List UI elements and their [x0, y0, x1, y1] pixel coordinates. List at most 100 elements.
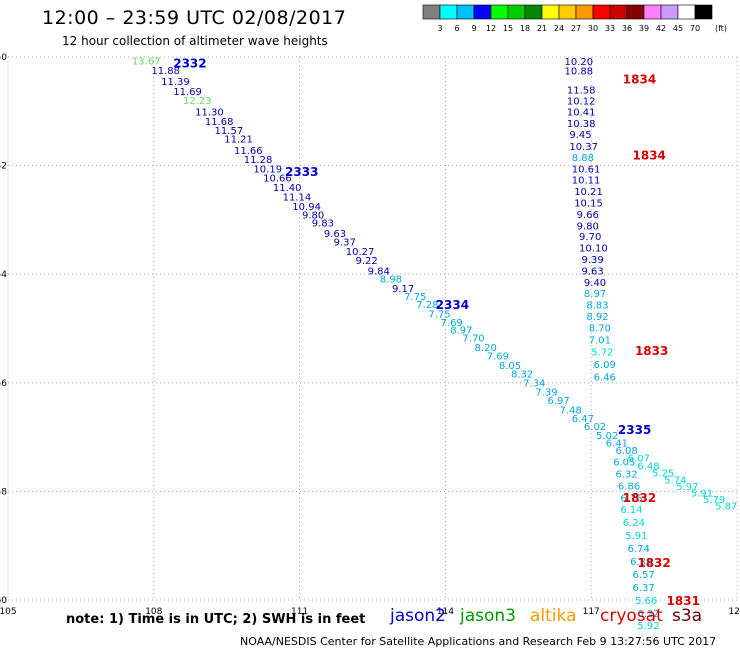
- wave-height-point: 11.14: [283, 193, 312, 204]
- satellite-legend-jason3: jason3: [460, 606, 516, 626]
- wave-height-point: 5.02: [596, 431, 618, 442]
- color-scale-label: 39: [639, 24, 649, 33]
- wave-height-point: 13.67: [132, 56, 161, 67]
- wave-height-point: 9.70: [579, 232, 601, 243]
- color-scale-swatch: [660, 4, 679, 20]
- color-scale-label: 30: [588, 24, 598, 33]
- wave-height-point: 6.41: [606, 439, 628, 450]
- satellite-legend-s3a: s3a: [672, 606, 703, 626]
- wave-height-point: 9.37: [334, 238, 356, 249]
- color-scale-swatch: [609, 4, 628, 20]
- wave-height-point: 6.08: [616, 446, 638, 457]
- color-scale-label: 15: [503, 24, 513, 33]
- wave-height-point: 7.75: [428, 309, 450, 320]
- x-tick-label: 108: [145, 607, 162, 617]
- wave-height-point: 10.38: [567, 119, 596, 130]
- wave-height-point: 6.46: [594, 372, 616, 383]
- wave-height-point: 10.11: [572, 176, 601, 187]
- color-scale-swatch: [490, 4, 509, 20]
- color-scale-swatch: [592, 4, 611, 20]
- wave-height-point: 11.66: [234, 146, 263, 157]
- wave-height-point: 9.84: [368, 266, 390, 277]
- wave-height-point: 5.92: [637, 621, 659, 632]
- wave-height-point: 10.19: [253, 164, 282, 175]
- color-scale-swatch: [422, 4, 441, 20]
- pass-number-label: 1832: [623, 491, 656, 505]
- wave-height-point: 9.66: [577, 210, 599, 221]
- pass-number-label: 1834: [623, 73, 656, 87]
- color-scale-label: 18: [520, 24, 530, 33]
- wave-height-point: 10.66: [263, 174, 292, 185]
- wave-height-point: 8.92: [586, 312, 608, 323]
- color-scale-label: 36: [622, 24, 632, 33]
- wave-height-point: 7.39: [535, 387, 557, 398]
- wave-height-point: 8.05: [499, 361, 521, 372]
- wave-height-point: 6.09: [594, 360, 616, 371]
- color-scale-label: 42: [656, 24, 666, 33]
- color-scale-label: 45: [673, 24, 683, 33]
- wave-height-point: 11.28: [244, 155, 273, 166]
- y-tick-label: -58: [0, 487, 7, 497]
- wave-height-point: 5.91: [691, 488, 713, 499]
- satellite-legend-altika: altika: [530, 606, 577, 626]
- wave-height-point: 10.94: [292, 202, 321, 213]
- wave-height-point: 8.97: [584, 289, 606, 300]
- pass-number-label: 2334: [436, 298, 469, 312]
- wave-height-point: 9.22: [355, 256, 377, 267]
- wave-height-point: 7.34: [523, 378, 545, 389]
- wave-height-point: 8.88: [572, 153, 594, 164]
- color-scale-swatch: [575, 4, 594, 20]
- color-scale-swatch: [643, 4, 662, 20]
- wave-height-point: 5.87: [715, 502, 737, 513]
- wave-height-point: 10.88: [564, 67, 593, 78]
- color-scale-swatch: [677, 4, 696, 20]
- wave-height-point: 9.63: [324, 229, 346, 240]
- wave-height-point: 6.75: [620, 493, 642, 504]
- color-scale-swatch: [541, 4, 560, 20]
- color-scale-swatch: [626, 4, 645, 20]
- color-scale-label: 9: [471, 24, 476, 33]
- color-scale-label: 24: [554, 24, 564, 33]
- x-tick-label: 120: [728, 607, 740, 617]
- color-scale-legend: 3 6 9 12 15 18 21 24 27 30 33 36 39 42 45 70 (ft): [422, 4, 727, 33]
- wave-height-point: 7.28: [416, 300, 438, 311]
- wave-height-point: 5.97: [676, 482, 698, 493]
- wave-height-point: 8.97: [450, 326, 472, 337]
- wave-height-point: 8.20: [475, 343, 497, 354]
- chart-subtitle: 12 hour collection of altimeter wave hei…: [62, 34, 328, 48]
- wave-height-point: 9.17: [392, 284, 414, 295]
- wave-height-point: 11.40: [273, 183, 302, 194]
- color-scale-label: 6: [454, 24, 459, 33]
- pass-number-label: 2333: [285, 165, 318, 179]
- wave-height-point: 8.98: [380, 275, 402, 286]
- color-scale-label: 12: [486, 24, 496, 33]
- satellite-legend-cryosat: cryosat: [600, 606, 663, 626]
- wave-height-point: 6.74: [628, 544, 650, 555]
- y-tick-label: -54: [0, 270, 7, 280]
- color-scale-swatch: [524, 4, 543, 20]
- color-scale-swatch: [507, 4, 526, 20]
- wave-height-point: 6.37: [633, 583, 655, 594]
- wave-height-point: 7.75: [404, 292, 426, 303]
- pass-number-label: 1831: [667, 594, 700, 608]
- wave-height-point: 11.39: [161, 77, 190, 88]
- wave-height-point: 10.37: [569, 142, 598, 153]
- wave-height-point: 10.61: [572, 164, 601, 175]
- footer-credit: NOAA/NESDIS Center for Satellite Applica…: [240, 635, 717, 648]
- pass-number-label: 1833: [635, 344, 668, 358]
- satellite-legend-jason2: jason2: [390, 606, 446, 626]
- wave-height-point: 10.27: [346, 247, 375, 258]
- x-tick-label: 105: [0, 607, 17, 617]
- wave-height-point: 11.58: [567, 86, 596, 97]
- y-tick-label: -52: [0, 162, 7, 172]
- color-scale-label: 21: [537, 24, 547, 33]
- wave-height-point: 9.45: [569, 130, 591, 141]
- pass-number-label: 1832: [637, 556, 670, 570]
- wave-height-point: 7.69: [487, 352, 509, 363]
- wave-height-point: 5.74: [664, 475, 686, 486]
- wave-height-point: 10.12: [567, 96, 596, 107]
- wave-height-point: 8.70: [589, 323, 611, 334]
- wave-height-point: 8.32: [511, 370, 533, 381]
- wave-height-point: 6.97: [547, 396, 569, 407]
